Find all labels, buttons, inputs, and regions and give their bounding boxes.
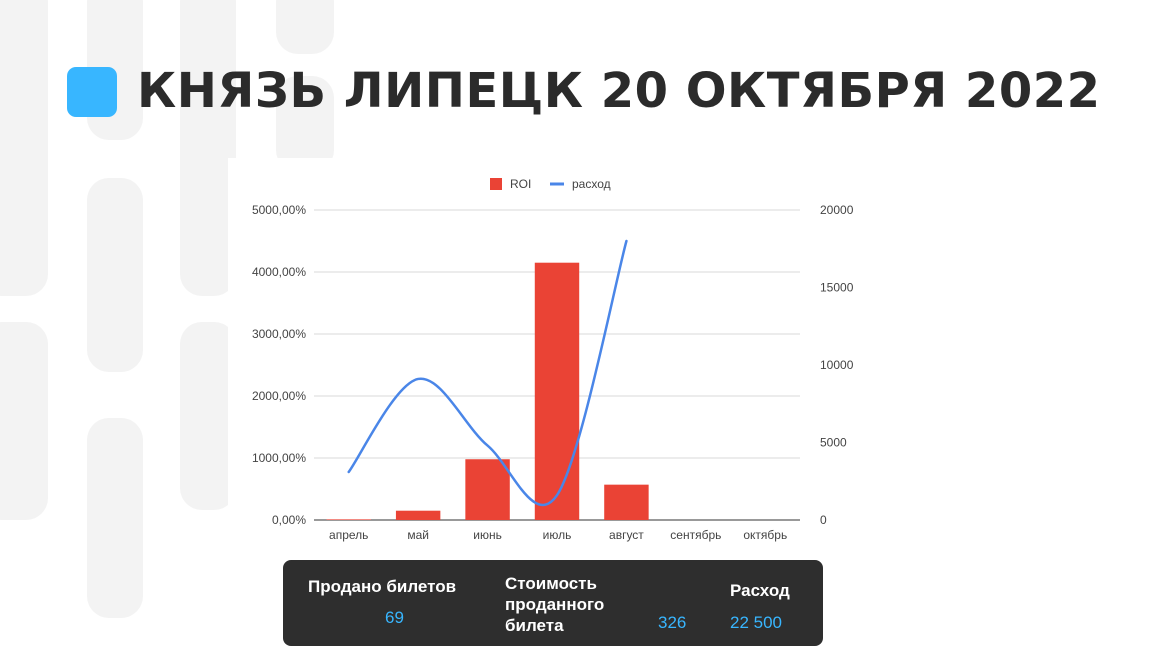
- stats-panel: Продано билетов 69 Стоимость проданного …: [283, 560, 823, 646]
- expense-value: 22 500: [730, 613, 782, 632]
- x-tick-label: май: [407, 528, 429, 542]
- y-right-tick-label: 5000: [820, 436, 847, 450]
- decor-pill: [180, 322, 236, 510]
- x-tick-label: апрель: [329, 528, 368, 542]
- x-tick-label: август: [609, 528, 644, 542]
- decor-pill: [87, 178, 143, 372]
- y-right-tick-label: 10000: [820, 358, 854, 372]
- decor-pill: [0, 322, 48, 520]
- legend-roi-swatch: [490, 178, 502, 190]
- y-right-tick-label: 20000: [820, 203, 854, 217]
- roi-bar: [604, 484, 649, 520]
- y-left-tick-label: 2000,00%: [252, 389, 306, 403]
- ticket-cost-value: 326: [658, 613, 687, 632]
- title-accent-square: [67, 67, 117, 117]
- decor-pill: [87, 418, 143, 618]
- decor-pill: [0, 0, 48, 296]
- y-right-tick-label: 15000: [820, 281, 854, 295]
- decor-pill: [180, 0, 236, 296]
- roi-bar: [465, 459, 510, 520]
- x-tick-label: сентябрь: [670, 528, 721, 542]
- x-tick-label: июнь: [473, 528, 502, 542]
- expense-line: [347, 239, 628, 506]
- roi-bar: [395, 510, 441, 520]
- ticket-cost-label-line1: Стоимость: [505, 574, 597, 593]
- decor-pill: [276, 76, 334, 172]
- expense-label: Расход: [730, 581, 790, 600]
- roi-bar: [326, 519, 371, 520]
- tickets-sold-label: Продано билетов: [308, 577, 457, 596]
- y-left-tick-label: 1000,00%: [252, 451, 306, 465]
- chart-panel: 0,00% 1000,00% 2000,00% 3000,00% 4000,00% 500…: [228, 158, 878, 558]
- y-left-tick-label: 0,00%: [272, 513, 306, 527]
- y-left-tick-label: 4000,00%: [252, 265, 306, 279]
- ticket-cost-label-line2: проданного: [505, 595, 605, 614]
- roi-bar: [534, 262, 580, 520]
- legend-roi-label: ROI: [510, 177, 531, 191]
- decor-pill: [276, 0, 334, 54]
- legend-expense-label: расход: [572, 177, 611, 191]
- x-tick-label: июль: [543, 528, 572, 542]
- y-left-tick-label: 3000,00%: [252, 327, 306, 341]
- tickets-sold-value: 69: [385, 608, 404, 627]
- y-right-tick-label: 0: [820, 513, 827, 527]
- ticket-cost-label-line3: билета: [505, 616, 564, 635]
- page-title: КНЯЗЬ ЛИПЕЦК 20 ОКТЯБРЯ 2022: [137, 63, 1101, 119]
- x-tick-label: октябрь: [743, 528, 787, 542]
- roi-expense-chart: 0,00% 1000,00% 2000,00% 3000,00% 4000,00% 500…: [252, 177, 854, 542]
- y-left-tick-label: 5000,00%: [252, 203, 306, 217]
